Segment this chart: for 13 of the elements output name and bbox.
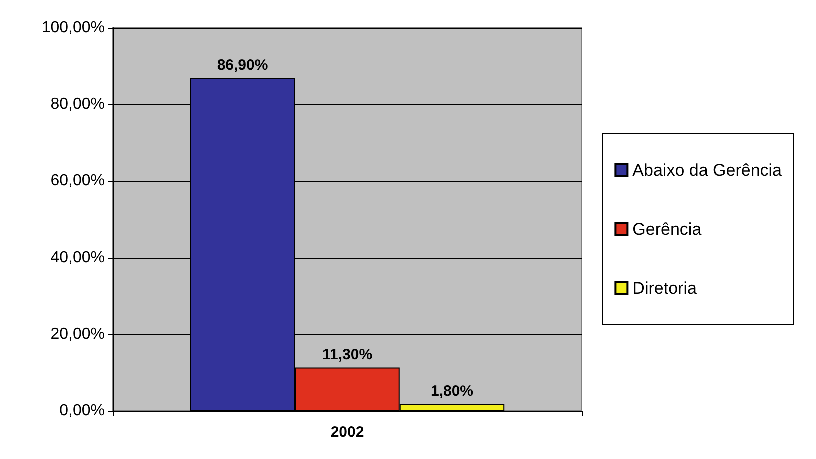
data-label: 86,90%: [217, 57, 268, 74]
y-tick-label: 60,00%: [50, 172, 105, 190]
y-tick-label: 100,00%: [42, 20, 105, 36]
y-tick-label: 0,00%: [60, 402, 105, 420]
legend-label: Abaixo da Gerência: [632, 161, 783, 180]
y-tick-label: 40,00%: [50, 249, 105, 266]
x-tick-label: 2002: [330, 424, 364, 441]
data-label: 11,30%: [322, 346, 373, 364]
y-tick-label: 80,00%: [50, 96, 105, 114]
legend-label: Gerência: [632, 220, 702, 239]
y-tick-label: 20,00%: [50, 326, 105, 343]
legend-label: Diretoria: [632, 279, 698, 298]
data-label: 1,80%: [430, 383, 474, 400]
